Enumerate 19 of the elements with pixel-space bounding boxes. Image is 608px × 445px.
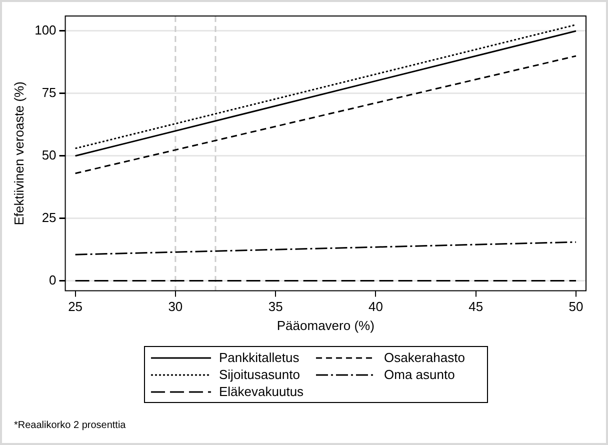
y-axis-title: Efektiivinen veroaste (%): [11, 82, 26, 226]
y-tick-label: 100: [34, 22, 56, 38]
x-axis-title: Pääomavero (%): [276, 318, 374, 333]
legend-label: Oma asunto: [384, 367, 455, 382]
y-tick-label: 0: [49, 272, 56, 288]
legend-label: Sijoitusasunto: [219, 367, 300, 382]
x-tick-label: 25: [68, 299, 83, 314]
y-tick-label: 75: [42, 85, 56, 100]
x-tick-label: 40: [368, 299, 383, 314]
legend-label: Eläkevakuutus: [219, 384, 304, 399]
y-tick-label: 25: [42, 210, 56, 225]
x-tick-label: 45: [468, 299, 484, 314]
text: *Reaalikorko 2 prosenttia: [14, 420, 126, 431]
legend-label: Osakerahasto: [384, 350, 465, 365]
x-tick-label: 30: [168, 299, 183, 314]
x-tick-label: 50: [568, 299, 584, 314]
legend-label: Pankkitalletus: [219, 350, 300, 365]
x-tick-label: 35: [268, 299, 283, 314]
y-tick-label: 50: [42, 147, 56, 162]
